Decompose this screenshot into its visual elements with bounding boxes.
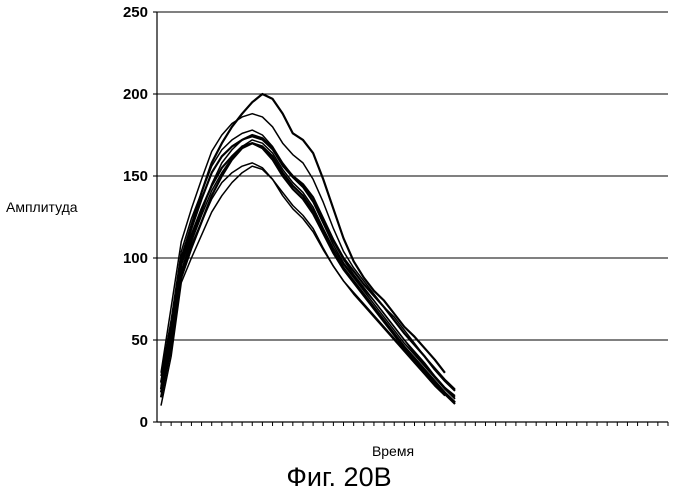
- y-axis-ticks: 0 50 100 150 200 250: [123, 4, 157, 431]
- figure-caption: Фиг. 20B: [0, 462, 678, 493]
- y-tick-label: 50: [131, 332, 148, 349]
- y-tick-label: 200: [123, 86, 148, 103]
- y-tick-label: 150: [123, 168, 148, 185]
- y-tick-label: 250: [123, 4, 148, 21]
- y-tick-label: 100: [123, 250, 148, 267]
- y-tick-label: 0: [140, 414, 148, 431]
- grid-lines: [157, 12, 668, 340]
- y-axis-label: Амплитуда: [6, 199, 78, 215]
- x-axis-label: Время: [372, 443, 414, 459]
- series-lines: [161, 94, 455, 406]
